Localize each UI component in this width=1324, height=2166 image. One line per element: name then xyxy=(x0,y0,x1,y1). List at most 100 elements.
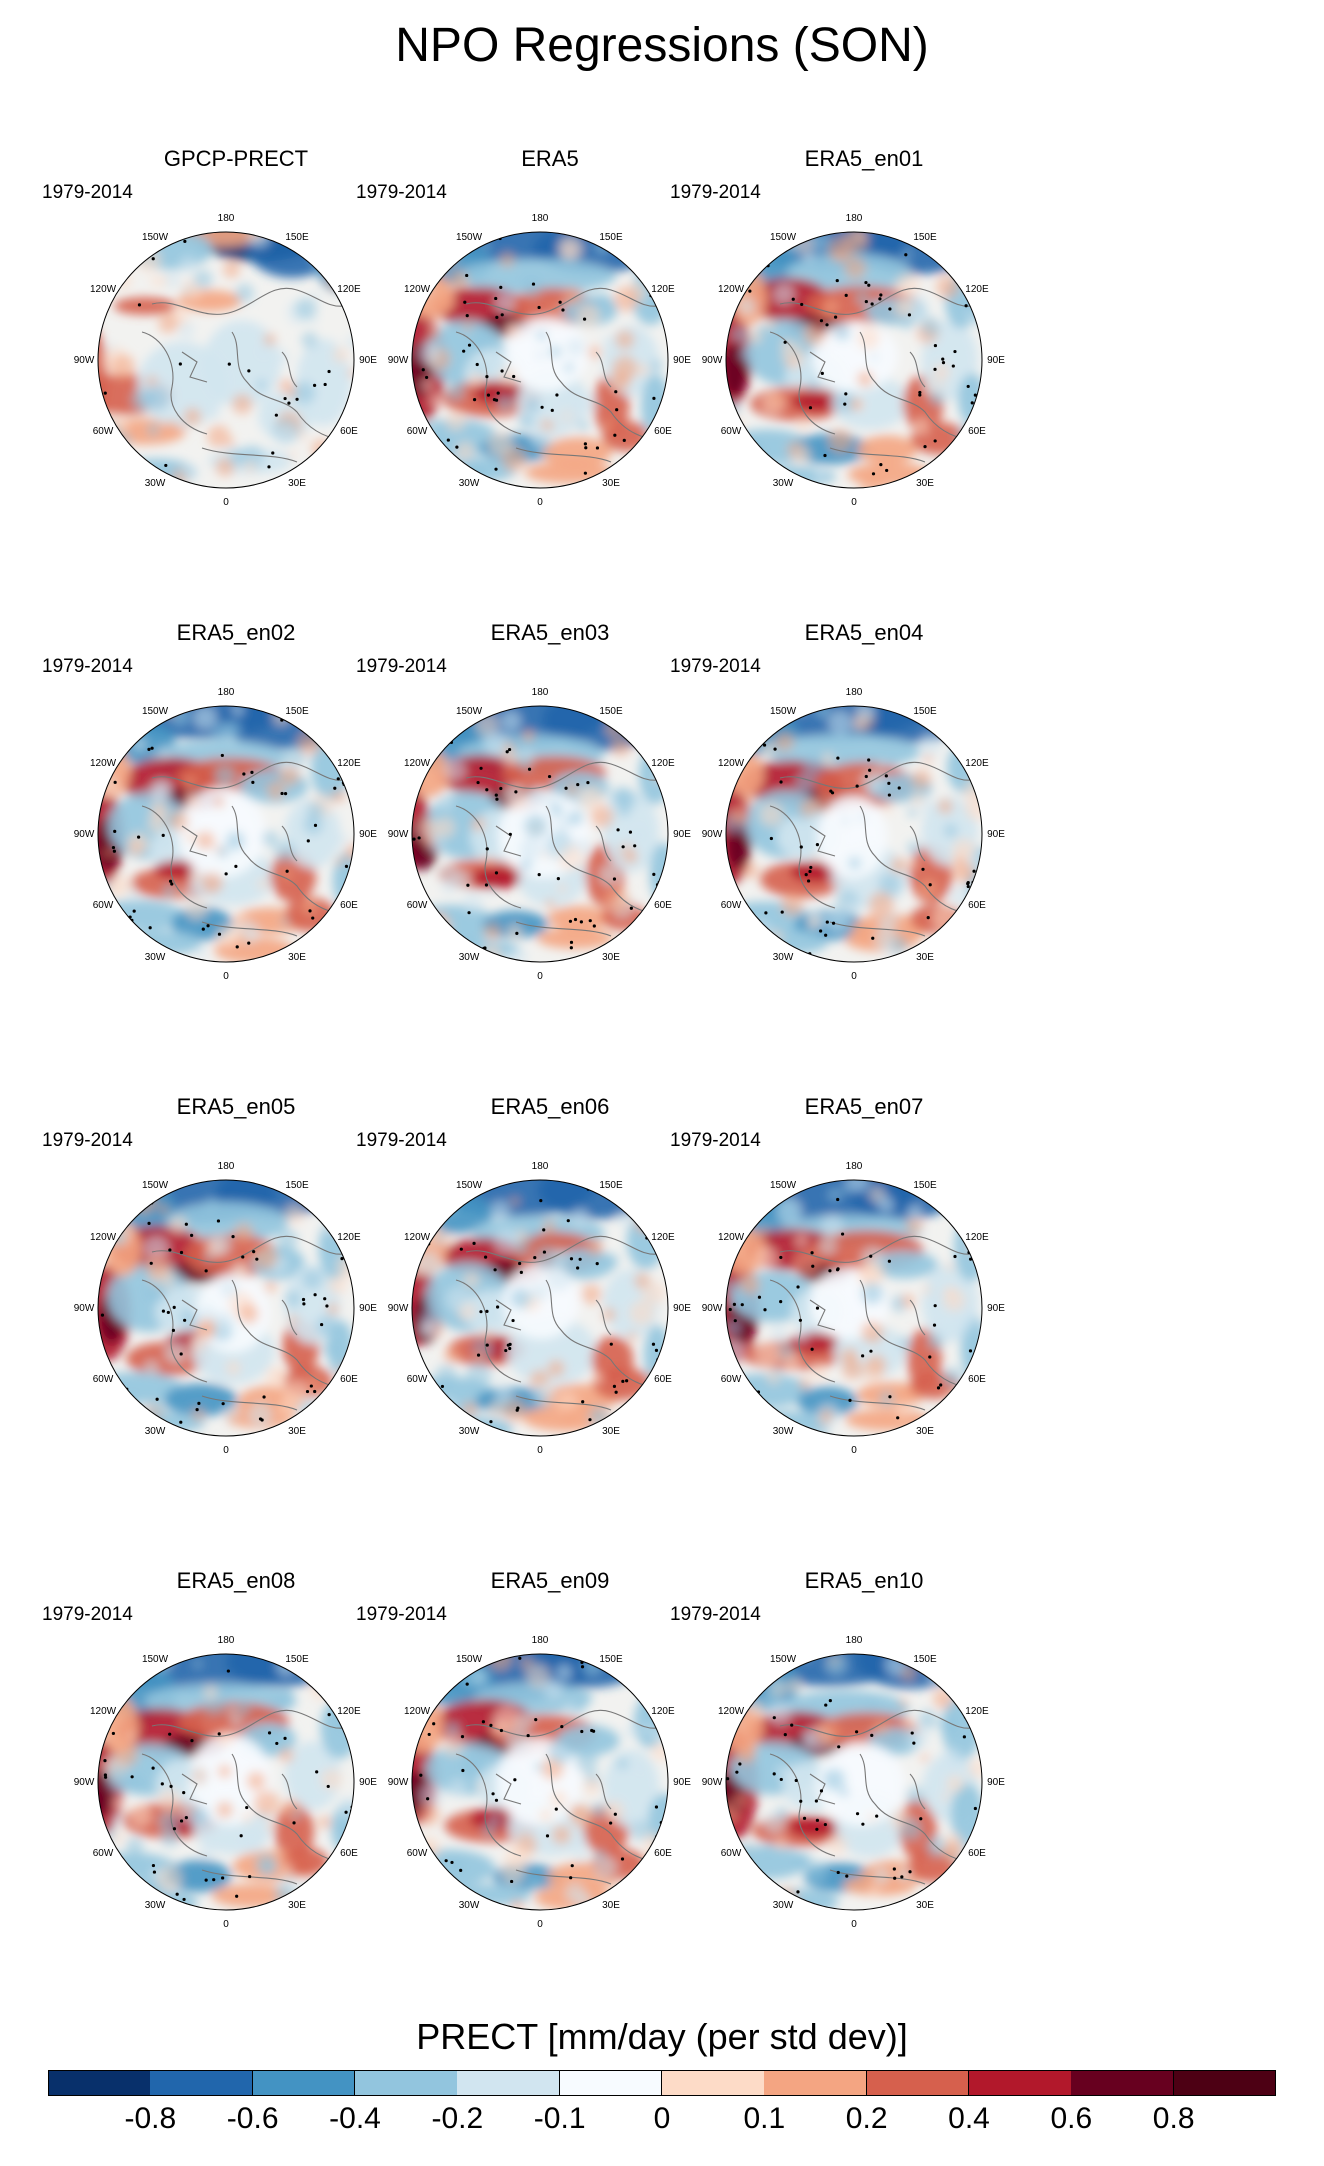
anomaly-speckle xyxy=(412,1385,430,1408)
anomaly-speckle xyxy=(443,1233,455,1245)
significance-dot xyxy=(800,302,804,307)
significance-dot xyxy=(179,1352,183,1356)
significance-dot xyxy=(819,1789,824,1793)
significance-dot xyxy=(864,280,868,285)
longitude-label: 30W xyxy=(459,478,480,489)
significance-dot xyxy=(220,753,224,758)
panel-title: ERA5_en05 xyxy=(176,1094,296,1119)
anomaly-speckle xyxy=(257,878,269,890)
anomaly-region xyxy=(816,795,888,879)
significance-dot xyxy=(933,1304,937,1308)
longitude-label: 120E xyxy=(965,284,989,295)
anomaly-speckle xyxy=(103,1422,112,1432)
significance-dot xyxy=(494,467,498,471)
anomaly-speckle xyxy=(412,1354,419,1364)
longitude-label: 90W xyxy=(388,1777,409,1788)
significance-dot xyxy=(779,780,783,784)
significance-dot xyxy=(560,1725,564,1729)
polar-map: 180 150E 120E 90E 60E 30E 0 30W 60W 90W 120W 150W xyxy=(388,1161,692,1456)
map-boundary xyxy=(725,1653,983,1911)
significance-dot xyxy=(615,408,619,412)
significance-dot xyxy=(953,1254,957,1259)
anomaly-speckle xyxy=(828,873,839,884)
anomaly-speckle xyxy=(449,270,469,290)
significance-dot xyxy=(843,402,847,406)
anomaly-speckle xyxy=(263,333,276,346)
significance-dot xyxy=(305,1670,309,1674)
significance-dot xyxy=(970,401,974,405)
anomaly-speckle xyxy=(943,823,958,838)
anomaly-speckle xyxy=(528,1874,542,1887)
anomaly-speckle xyxy=(304,1889,315,1900)
anomaly-speckle xyxy=(898,1335,913,1350)
significance-dot xyxy=(887,1259,891,1263)
significance-dot xyxy=(127,1679,131,1683)
significance-dot xyxy=(772,1716,776,1720)
anomaly-speckle xyxy=(497,395,513,411)
anomaly-speckle xyxy=(755,1418,768,1431)
significance-dot xyxy=(819,319,824,323)
significance-dot xyxy=(239,1834,243,1838)
anomaly-speckle xyxy=(870,352,880,362)
significance-dot xyxy=(440,1384,445,1389)
anomaly-speckle xyxy=(332,789,346,803)
anomaly-speckle xyxy=(760,741,775,756)
significance-dot xyxy=(168,879,173,883)
anomaly-speckle xyxy=(815,706,830,718)
longitude-label: 0 xyxy=(851,1445,857,1456)
significance-dot xyxy=(245,1805,249,1810)
significance-dot xyxy=(579,920,583,924)
significance-dot xyxy=(493,1268,497,1272)
anomaly-speckle xyxy=(223,261,240,279)
anomaly-speckle xyxy=(490,1201,510,1221)
anomaly-speckle xyxy=(802,1654,813,1661)
anomaly-speckle xyxy=(158,1811,179,1832)
significance-dot xyxy=(844,392,848,396)
anomaly-speckle xyxy=(942,1367,963,1388)
significance-dot xyxy=(311,916,315,920)
longitude-label: 30E xyxy=(602,1900,620,1911)
significance-dot xyxy=(113,829,117,833)
anomaly-speckle xyxy=(429,320,440,331)
anomaly-speckle xyxy=(144,1360,159,1375)
significance-dot xyxy=(932,1323,937,1327)
anomaly-speckle xyxy=(173,889,183,899)
significance-dot xyxy=(114,1395,118,1399)
significance-dot xyxy=(467,343,472,347)
significance-dot xyxy=(808,406,813,410)
significance-dot xyxy=(467,911,471,915)
map-panel: ERA5_en01 1979-2014 180 150E 120E 90E 60E 30E 0 3… xyxy=(654,146,1005,621)
anomaly-speckle xyxy=(730,943,752,962)
anomaly-speckle xyxy=(214,797,225,808)
anomaly-speckle xyxy=(159,748,170,759)
anomaly-speckle xyxy=(198,1843,215,1860)
anomaly-speckle xyxy=(615,330,635,350)
significance-dot xyxy=(799,845,803,849)
anomaly-speckle xyxy=(773,283,795,304)
significance-dot xyxy=(275,1741,279,1746)
significance-dot xyxy=(305,1389,310,1394)
significance-dot xyxy=(190,1233,194,1238)
significance-dot xyxy=(526,1733,530,1738)
anomaly-speckle xyxy=(903,321,912,331)
anomaly-speckle xyxy=(622,1889,633,1899)
significance-dot xyxy=(936,234,940,238)
longitude-label: 120W xyxy=(718,1232,745,1243)
anomaly-speckle xyxy=(559,385,575,401)
significance-dot xyxy=(537,873,541,877)
significance-dot xyxy=(977,1821,982,1825)
anomaly-speckle xyxy=(865,1354,887,1376)
anomaly-speckle xyxy=(545,899,555,909)
anomaly-speckle xyxy=(116,1743,139,1766)
significance-dot xyxy=(773,1894,777,1898)
anomaly-speckle xyxy=(796,706,806,714)
anomaly-speckle xyxy=(534,1762,543,1772)
anomaly-speckle xyxy=(941,1792,951,1802)
anomaly-speckle xyxy=(98,1879,107,1888)
significance-dot xyxy=(148,926,152,930)
longitude-label: 90E xyxy=(359,829,377,840)
significance-dot xyxy=(242,772,246,776)
colorbar-box xyxy=(150,2070,254,2096)
significance-dot xyxy=(327,1712,331,1717)
anomaly-speckle xyxy=(590,1802,607,1818)
